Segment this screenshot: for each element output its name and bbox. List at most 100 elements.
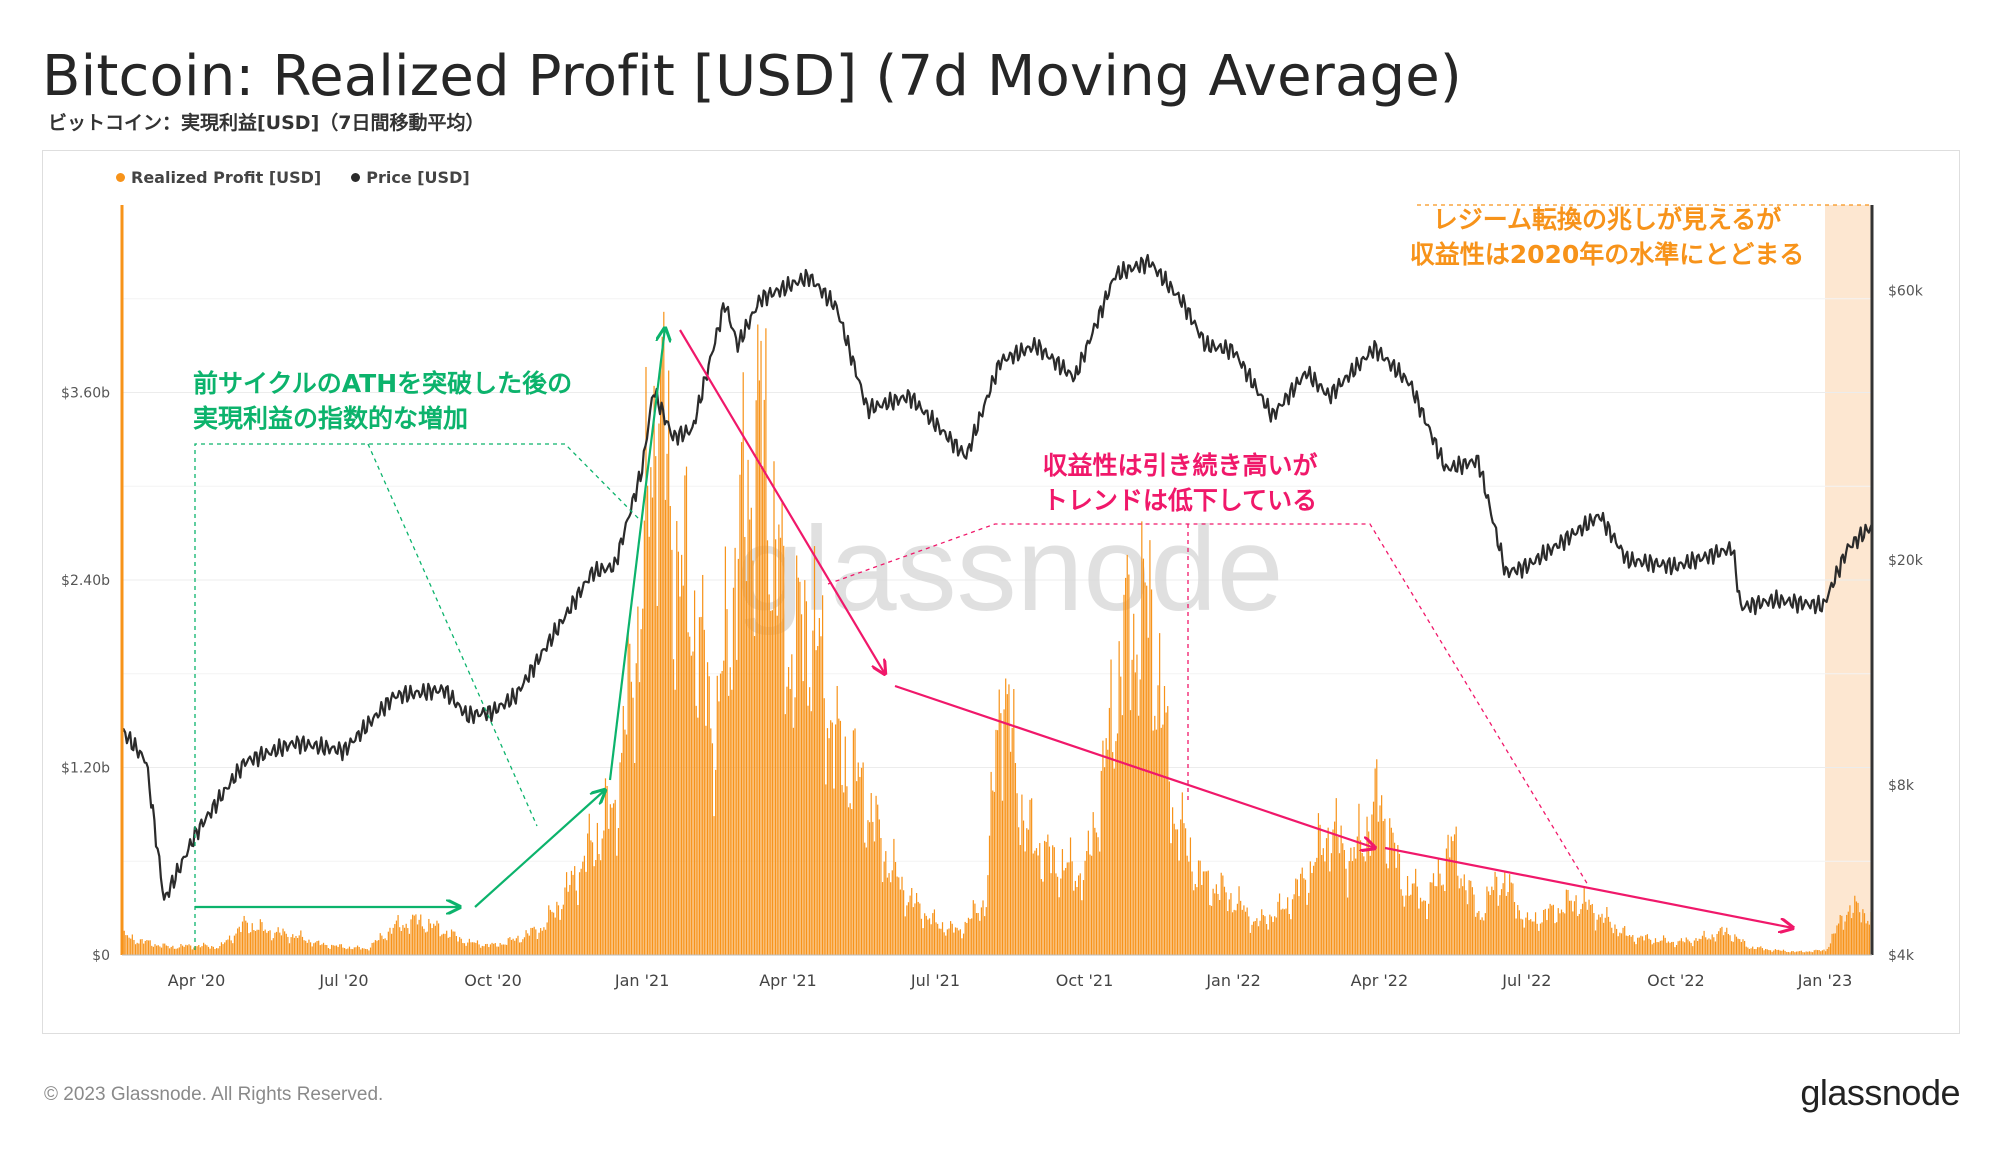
profit-bar [1603,922,1605,955]
profit-bar [1784,950,1786,955]
profit-bar [1442,884,1444,955]
profit-bar [480,947,482,955]
legend-item-realized-profit[interactable]: Realized Profit [USD] [116,168,321,187]
profit-bar [285,933,287,955]
profit-bar [753,636,756,955]
profit-bar [1551,905,1553,955]
profit-bar [256,929,258,955]
profit-bar [1406,876,1409,955]
profit-bar [946,929,948,955]
legend-item-price[interactable]: Price [USD] [351,168,470,187]
profit-bar [1512,883,1514,955]
profit-bar [802,681,804,955]
profit-bar [1436,886,1438,955]
profit-bar [1585,901,1587,955]
profit-bar [961,938,963,955]
pink-arrow-3 [1384,846,1793,928]
profit-bar [1559,913,1561,955]
profit-bar [1445,848,1448,955]
profit-bar [1214,893,1216,955]
profit-bar [1285,908,1287,955]
profit-bar [1854,895,1856,955]
profit-bar [1097,837,1099,955]
profit-bar [1523,927,1525,955]
profit-bar [1684,942,1686,955]
profit-bar [669,505,671,955]
profit-bar [240,932,242,955]
profit-bar [1598,914,1600,955]
profit-bar [293,937,295,955]
profit-bar [572,874,574,955]
profit-bar [1774,949,1776,955]
profit-bar [1108,707,1111,955]
profit-bar [1661,940,1663,955]
profit-bar [925,915,927,955]
profit-bar [784,714,786,955]
profit-bar [442,933,445,955]
profit-bar [962,933,965,955]
profit-bar [1492,890,1495,955]
profit-bar [1810,951,1812,955]
profit-bar [933,909,936,955]
profit-bar [1137,715,1140,955]
profit-bar [484,944,487,955]
pink-dashed-bracket [827,523,1589,886]
profit-bar [1400,889,1402,955]
profit-bar [664,499,667,955]
profit-bar [1800,950,1802,955]
profit-bar [214,948,216,955]
profit-bar [1408,895,1410,955]
profit-bar [591,842,594,955]
profit-bar [1372,801,1375,955]
profit-bar [1356,836,1358,955]
profit-bar [1790,951,1793,955]
profit-bar [1061,849,1064,955]
profit-bar [387,931,389,955]
profit-bar [1633,941,1636,955]
profit-bar [927,919,929,955]
profit-bar [625,734,628,955]
profit-bar [920,918,923,955]
profit-bar [1265,924,1268,955]
profit-bar [742,372,744,955]
profit-bar [875,795,877,955]
profit-bar [1026,828,1028,955]
profit-bar [1534,912,1537,955]
profit-bar [481,945,483,955]
profit-bar [452,931,454,955]
profit-bar [1377,821,1380,955]
profit-bar [1722,935,1725,955]
profit-bar [1748,948,1751,955]
profit-bar [1716,933,1718,955]
profit-bar [491,942,493,955]
profit-bar [948,928,950,955]
profit-bar [423,928,425,955]
profit-bar [1439,873,1441,955]
profit-bar [1504,871,1506,955]
chart-legend[interactable]: Realized Profit [USD] Price [USD] [116,168,470,187]
profit-bar [893,838,895,955]
profit-bar [1063,870,1065,955]
profit-bar [342,947,344,955]
profit-bar [131,934,133,955]
profit-bar [624,729,626,955]
profit-bar [418,919,420,955]
profit-bar [1568,900,1571,955]
profit-bar [269,930,271,955]
profit-bar [264,929,266,955]
profit-bar [1351,860,1354,955]
profit-bar [791,654,793,955]
x-tick-label: Apr '22 [1351,971,1409,990]
profit-bar [896,876,898,955]
profit-bar [679,596,681,955]
profit-bar [475,942,477,955]
profit-bar [977,913,979,955]
profit-bar [886,877,889,955]
profit-bar [297,937,299,955]
profit-bar [1222,875,1224,955]
profit-bar [198,944,200,955]
profit-bar [796,555,798,955]
profit-bar [1102,740,1104,955]
profit-bar [1120,676,1122,955]
